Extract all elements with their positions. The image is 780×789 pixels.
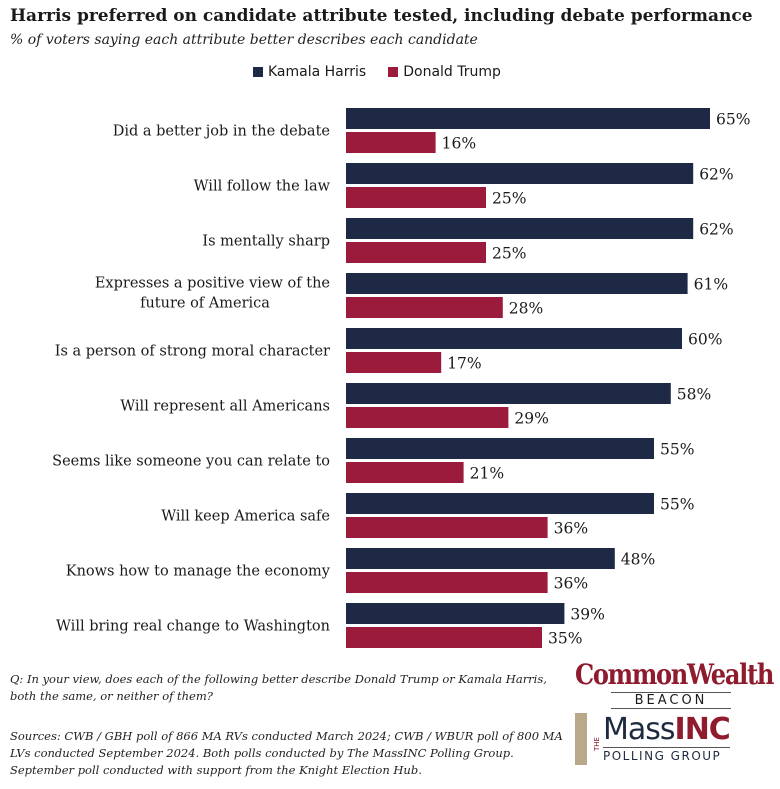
category-label: Will represent all Americans: [120, 399, 330, 415]
the-wordmark: THE: [593, 737, 601, 751]
category-label: Seems like someone you can relate to: [52, 454, 330, 470]
bar-trump: [346, 572, 548, 593]
polling-group-wordmark: POLLING GROUP: [603, 746, 730, 764]
bar-harris: [346, 383, 671, 404]
chart-title: Harris preferred on candidate attribute …: [10, 6, 753, 26]
massinc-bar-icon: [575, 713, 587, 765]
data-label-trump: 25%: [492, 190, 526, 208]
sources-note: Sources: CWB / GBH poll of 866 MA RVs co…: [10, 729, 563, 777]
data-label-harris: 39%: [570, 606, 604, 624]
legend-label-trump: Donald Trump: [403, 64, 501, 80]
bar-harris: [346, 108, 710, 129]
data-label-harris: 55%: [660, 496, 694, 514]
bar-harris: [346, 163, 694, 184]
bar-harris: [346, 328, 682, 349]
bar-chart: Did a better job in the debate 65% 16% Will…: [52, 108, 750, 648]
commonwealth-massinc-logo: CommonWealth BEACON THE MassINC POLLING …: [575, 658, 774, 765]
legend-swatch-harris: [253, 67, 263, 77]
data-label-trump: 36%: [554, 520, 588, 538]
question-note: Q: In your view, does each of the follow…: [10, 672, 547, 703]
data-label-harris: 65%: [716, 111, 750, 129]
category-label: Expresses a positive view of the future o…: [95, 276, 330, 312]
legend: Kamala Harris Donald Trump: [253, 64, 523, 80]
data-label-trump: 17%: [447, 355, 481, 373]
legend-swatch-trump: [388, 67, 399, 77]
bar-harris: [346, 218, 694, 239]
data-label-trump: 28%: [509, 300, 543, 318]
chart-subtitle: % of voters saying each attribute better…: [10, 32, 478, 48]
bar-trump: [346, 242, 486, 263]
bar-harris: [346, 493, 654, 514]
data-label-trump: 25%: [492, 245, 526, 263]
commonwealth-wordmark: CommonWealth: [575, 658, 774, 691]
legend-label-harris: Kamala Harris: [268, 64, 367, 80]
category-label: Knows how to manage the economy: [66, 564, 331, 580]
data-label-trump: 29%: [514, 410, 548, 428]
bar-trump: [346, 517, 548, 538]
bar-harris: [346, 438, 654, 459]
bar-trump: [346, 407, 509, 428]
massinc-wordmark: MassINC: [603, 711, 731, 747]
inc-text: INC: [674, 711, 731, 747]
bar-trump: [346, 627, 542, 648]
bar-trump: [346, 462, 464, 483]
mass-text: Mass: [603, 711, 676, 747]
data-label-harris: 58%: [677, 386, 711, 404]
bar-trump: [346, 187, 486, 208]
data-label-harris: 62%: [699, 221, 733, 239]
data-label-trump: 21%: [470, 465, 504, 483]
category-label: Is mentally sharp: [202, 234, 330, 250]
bar-trump: [346, 352, 442, 373]
bar-trump: [346, 297, 503, 318]
bar-harris: [346, 603, 565, 624]
data-label-trump: 16%: [442, 135, 476, 153]
data-label-harris: 62%: [699, 166, 733, 184]
data-label-trump: 35%: [548, 630, 582, 648]
bar-harris: [346, 548, 615, 569]
legend-item-trump: Donald Trump: [388, 64, 501, 80]
beacon-wordmark: BEACON: [611, 692, 731, 709]
category-label: Will follow the law: [194, 179, 331, 195]
data-label-harris: 48%: [621, 551, 655, 569]
category-label: Did a better job in the debate: [113, 124, 330, 140]
category-label: Will bring real change to Washington: [56, 619, 330, 635]
massinc-lockup: THE MassINC POLLING GROUP: [575, 713, 770, 765]
data-label-trump: 36%: [554, 575, 588, 593]
data-label-harris: 55%: [660, 441, 694, 459]
bar-trump: [346, 132, 436, 153]
massinc-text-block: MassINC POLLING GROUP: [603, 711, 731, 764]
category-label: Is a person of strong moral character: [55, 344, 330, 360]
data-label-harris: 60%: [688, 331, 722, 349]
category-label: Will keep America safe: [161, 509, 330, 525]
legend-item-harris: Kamala Harris: [253, 64, 366, 80]
bar-harris: [346, 273, 688, 294]
data-label-harris: 61%: [694, 276, 728, 294]
